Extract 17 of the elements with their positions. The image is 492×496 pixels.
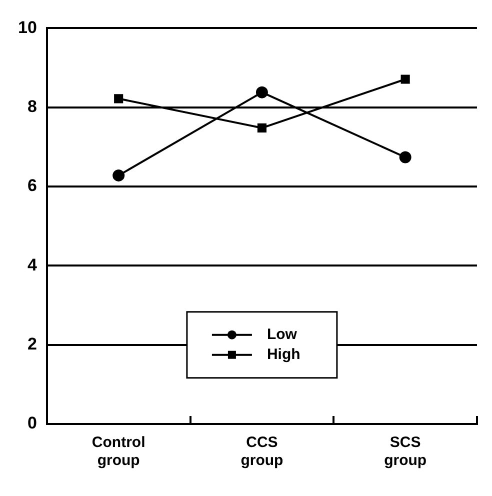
- x-tick-label: Control group: [92, 434, 146, 470]
- point: [257, 123, 266, 132]
- point: [256, 86, 268, 98]
- point: [114, 94, 124, 104]
- y-tick-label: 10: [18, 18, 37, 37]
- point: [399, 151, 412, 164]
- x-tick-label: SCS group: [384, 434, 427, 470]
- y-tick-label: 6: [27, 176, 37, 196]
- y-tick-label: 8: [27, 97, 37, 116]
- y-tick-label: 4: [27, 255, 38, 274]
- y-tick-label: 2: [27, 334, 37, 354]
- x-tick-label: CCS group: [240, 434, 284, 470]
- point: [400, 74, 410, 84]
- legend-label: Low: [266, 326, 298, 343]
- y-tick-label: 0: [27, 414, 37, 433]
- point: [112, 169, 125, 182]
- legend-label: High: [266, 346, 300, 363]
